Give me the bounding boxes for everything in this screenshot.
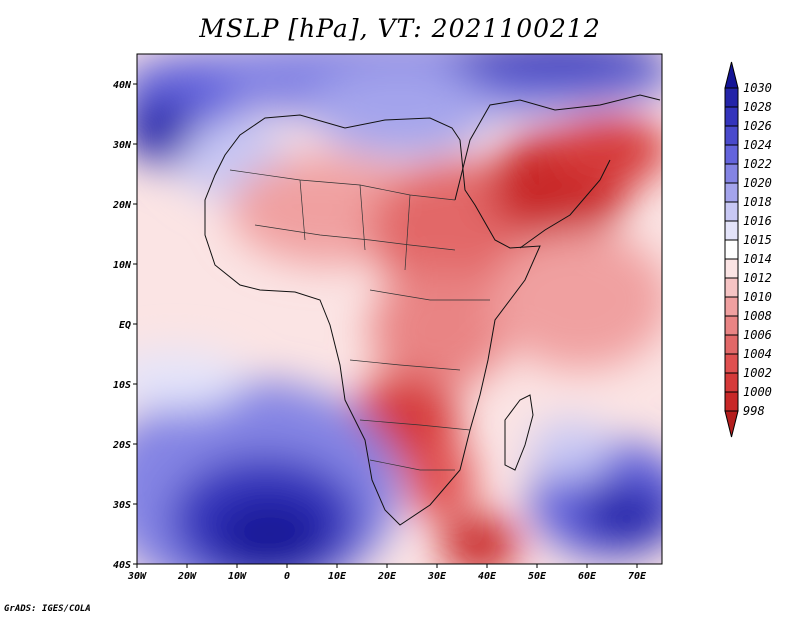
country-borders — [229, 169, 490, 471]
lat-tick-label: 30N — [112, 140, 132, 151]
lon-tick-label: 70E — [628, 571, 647, 582]
lon-tick-label: 20E — [377, 571, 397, 582]
colorbar-label: 1000 — [743, 385, 772, 399]
field-blobs — [137, 54, 662, 564]
colorbar-box — [724, 87, 739, 108]
plot-frame — [136, 53, 663, 565]
colorbar-label: 1026 — [743, 119, 772, 133]
lat-tick-label: 20S — [112, 440, 131, 451]
colorbar-box — [724, 296, 739, 317]
lon-tick-label: 50E — [528, 571, 547, 582]
map-title: MSLP [hPa], VT: 2021100212 — [199, 14, 601, 43]
colorbar-box — [724, 201, 739, 222]
longitude-axis: 30W 20W 10W 0 10E 20E 30E 40E 50E 60E 70E — [127, 564, 647, 582]
colorbar-box — [724, 220, 739, 241]
colorbar-label: 1030 — [743, 81, 772, 95]
pressure-field — [137, 54, 662, 564]
lat-tick-label: 10S — [113, 380, 131, 391]
coastline — [204, 94, 661, 526]
lat-tick-label: EQ — [119, 320, 131, 331]
lat-tick-label: 10N — [113, 260, 132, 271]
lon-tick-label: 40E — [478, 571, 497, 582]
colorbar-label: 1028 — [743, 100, 772, 114]
colorbar-label: 1015 — [743, 233, 772, 247]
colorbar-box — [724, 239, 739, 260]
lon-tick-label: 60E — [578, 571, 597, 582]
colorbar-top-arrow — [724, 61, 739, 89]
colorbar-label: 1012 — [743, 271, 772, 285]
lat-tick-label: 30S — [112, 500, 131, 511]
colorbar-label: 1024 — [743, 138, 772, 152]
colorbar-label: 998 — [743, 404, 765, 418]
colorbar-box — [724, 125, 739, 146]
colorbar-bottom-arrow — [724, 410, 739, 438]
colorbar-label: 1020 — [743, 176, 772, 190]
colorbar-label: 1014 — [743, 252, 772, 266]
colorbar-box — [724, 277, 739, 298]
colorbar-box — [724, 391, 739, 412]
latitude-axis: 40S 30S 20S 10S EQ 10N 20N 30N 40N — [112, 80, 137, 571]
colorbar-box — [724, 258, 739, 279]
colorbar-label: 1018 — [743, 195, 772, 209]
colorbar-box — [724, 372, 739, 393]
colorbar-label: 1006 — [743, 328, 772, 342]
colorbar-label: 1002 — [743, 366, 772, 380]
lon-tick-label: 30E — [427, 571, 447, 582]
colorbar-label: 1008 — [743, 309, 772, 323]
colorbar-box — [724, 353, 739, 374]
colorbar-box — [724, 163, 739, 184]
colorbar-label: 1010 — [743, 290, 772, 304]
colorbar-label: 1022 — [743, 157, 772, 171]
lon-tick-label: 10W — [228, 571, 247, 582]
colorbar-box — [724, 144, 739, 165]
colorbar: 1030 1028 1026 1024 1022 1020 1018 1016 1015 1014… — [724, 61, 772, 438]
colorbar-label: 1016 — [743, 214, 772, 228]
lon-tick-label: 0 — [284, 571, 290, 582]
lon-tick-label: 30W — [127, 571, 147, 582]
colorbar-label: 1004 — [743, 347, 772, 361]
lon-tick-label: 10E — [328, 571, 347, 582]
colorbar-box — [724, 315, 739, 336]
colorbar-box — [724, 334, 739, 355]
lat-tick-label: 40S — [113, 560, 131, 571]
lat-tick-label: 40N — [113, 80, 132, 91]
grads-credit: GrADS: IGES/COLA — [4, 604, 91, 614]
lon-tick-label: 20W — [177, 571, 197, 582]
lat-tick-label: 20N — [112, 200, 132, 211]
colorbar-box — [724, 106, 739, 127]
colorbar-box — [724, 182, 739, 203]
